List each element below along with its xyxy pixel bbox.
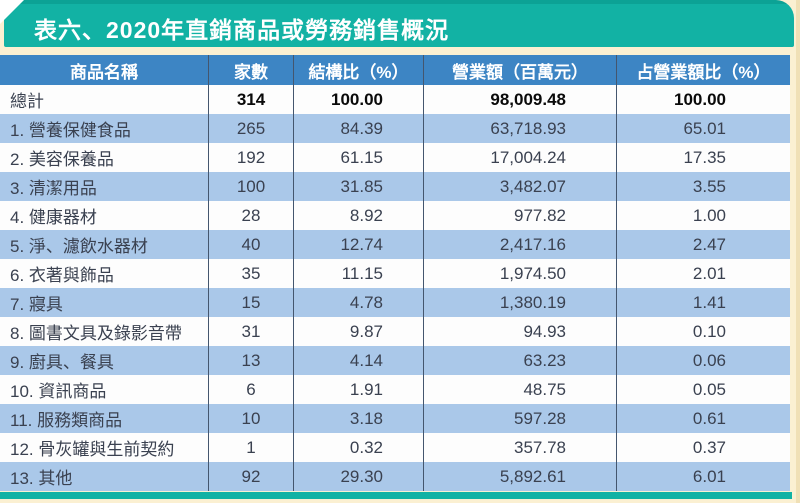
cell-product-name: 6. 衣著與飾品 [10,266,114,285]
cell-company-count: 40 [208,230,293,259]
column-header-company-count: 家數 [208,55,293,85]
column-header-product-name: 商品名稱 [70,62,138,82]
cell-product-name: 11. 服務類商品 [10,411,123,430]
cell-revenue-share: 0.37 [616,433,790,462]
cell-company-count: 13 [208,346,293,375]
cell-revenue: 2,417.16 [423,230,616,259]
title-banner: 表六、2020年直銷商品或勞務銷售概況 [4,0,794,47]
cell-revenue-share: 0.61 [616,404,790,433]
table-row: 2. 美容保養品 192 61.15 17,004.24 17.35 [0,143,790,172]
sales-table: 商品名稱 家數 結構比（%） 營業額（百萬元） 占營業額比（%） 總計 314 10… [0,55,790,491]
cell-structure-ratio: 8.92 [293,201,423,230]
table-row: 12. 骨灰罐與生前契約 1 0.32 357.78 0.37 [0,433,790,462]
cell-revenue-share: 1.41 [616,288,790,317]
table-row: 5. 淨、濾飲水器材 40 12.74 2,417.16 2.47 [0,230,790,259]
cell-structure-ratio: 4.78 [293,288,423,317]
cell-revenue-share: 65.01 [616,114,790,143]
cell-revenue: 94.93 [423,317,616,346]
cell-revenue: 63.23 [423,346,616,375]
cell-structure-ratio: 11.15 [293,259,423,288]
cell-company-count: 100 [208,172,293,201]
cell-product-name: 7. 寢具 [10,295,63,314]
page-right-edge [796,0,800,503]
cell-company-count: 192 [208,143,293,172]
cell-product-name: 2. 美容保養品 [10,150,114,169]
column-header-structure-ratio: 結構比（%） [293,55,423,85]
table-row: 總計 314 100.00 98,009.48 100.00 [0,85,790,114]
cell-product-name: 5. 淨、濾飲水器材 [10,237,148,256]
cell-company-count: 1 [208,433,293,462]
table-row: 1. 營養保健食品 265 84.39 63,718.93 65.01 [0,114,790,143]
cell-revenue: 5,892.61 [423,462,616,491]
cell-revenue-share: 2.47 [616,230,790,259]
cell-product-name: 9. 廚具、餐具 [10,353,114,372]
cell-revenue-share: 2.01 [616,259,790,288]
cell-company-count: 6 [208,375,293,404]
cell-company-count: 10 [208,404,293,433]
cell-revenue: 597.28 [423,404,616,433]
cell-product-name: 4. 健康器材 [10,208,97,227]
cell-revenue: 3,482.07 [423,172,616,201]
cell-revenue: 977.82 [423,201,616,230]
cell-product-name: 總計 [10,92,44,111]
column-header-revenue: 營業額（百萬元） [423,55,616,85]
cell-product-name: 1. 營養保健食品 [10,121,131,140]
cell-structure-ratio: 84.39 [293,114,423,143]
cell-structure-ratio: 61.15 [293,143,423,172]
cell-revenue-share: 0.06 [616,346,790,375]
cell-revenue: 63,718.93 [423,114,616,143]
table-body: 總計 314 100.00 98,009.48 100.00 1. 營養保健食品 265 84… [0,85,790,491]
cell-structure-ratio: 1.91 [293,375,423,404]
table-row: 8. 圖書文具及錄影音帶 31 9.87 94.93 0.10 [0,317,790,346]
cell-company-count: 15 [208,288,293,317]
cell-revenue: 17,004.24 [423,143,616,172]
cell-revenue-share: 0.10 [616,317,790,346]
cell-revenue: 1,380.19 [423,288,616,317]
table-row: 3. 清潔用品 100 31.85 3,482.07 3.55 [0,172,790,201]
table-row: 4. 健康器材 28 8.92 977.82 1.00 [0,201,790,230]
cell-revenue-share: 3.55 [616,172,790,201]
table-row: 7. 寢具 15 4.78 1,380.19 1.41 [0,288,790,317]
cell-product-name: 12. 骨灰罐與生前契約 [10,440,175,459]
cell-revenue: 48.75 [423,375,616,404]
table-row: 13. 其他 92 29.30 5,892.61 6.01 [0,462,790,491]
cell-company-count: 35 [208,259,293,288]
cell-revenue: 98,009.48 [423,85,616,114]
cell-structure-ratio: 31.85 [293,172,423,201]
cell-revenue-share: 100.00 [616,85,790,114]
cell-product-name: 3. 清潔用品 [10,179,97,198]
cell-structure-ratio: 100.00 [293,85,423,114]
page-title: 表六、2020年直銷商品或勞務銷售概況 [34,17,450,43]
cell-structure-ratio: 4.14 [293,346,423,375]
cell-structure-ratio: 12.74 [293,230,423,259]
cell-company-count: 92 [208,462,293,491]
table-row: 6. 衣著與飾品 35 11.15 1,974.50 2.01 [0,259,790,288]
cell-product-name: 13. 其他 [10,469,73,488]
cell-company-count: 265 [208,114,293,143]
cell-revenue-share: 17.35 [616,143,790,172]
cell-structure-ratio: 3.18 [293,404,423,433]
bottom-accent-bar [0,492,792,499]
cell-structure-ratio: 0.32 [293,433,423,462]
cell-structure-ratio: 29.30 [293,462,423,491]
cell-company-count: 31 [208,317,293,346]
cell-revenue-share: 6.01 [616,462,790,491]
column-header-revenue-share: 占營業額比（%） [616,55,790,85]
page-corner-notch [0,0,24,24]
cell-company-count: 28 [208,201,293,230]
table-row: 10. 資訊商品 6 1.91 48.75 0.05 [0,375,790,404]
cell-company-count: 314 [208,85,293,114]
cell-revenue-share: 1.00 [616,201,790,230]
cell-revenue-share: 0.05 [616,375,790,404]
cell-structure-ratio: 9.87 [293,317,423,346]
table-row: 11. 服務類商品 10 3.18 597.28 0.61 [0,404,790,433]
cell-revenue: 1,974.50 [423,259,616,288]
cell-product-name: 10. 資訊商品 [10,382,107,401]
table-row: 9. 廚具、餐具 13 4.14 63.23 0.06 [0,346,790,375]
cell-product-name: 8. 圖書文具及錄影音帶 [10,324,182,343]
table-header-row: 商品名稱 家數 結構比（%） 營業額（百萬元） 占營業額比（%） [0,55,790,85]
cell-revenue: 357.78 [423,433,616,462]
